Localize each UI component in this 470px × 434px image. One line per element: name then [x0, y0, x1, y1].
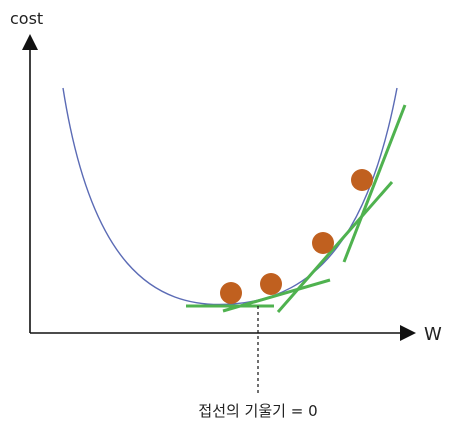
x-axis-label: W	[424, 324, 442, 345]
point-4	[351, 169, 373, 191]
slope-zero-annotation: 접선의 기울기 = 0	[198, 402, 317, 420]
y-axis-label: cost	[10, 9, 43, 28]
tangent-line-2	[222, 278, 331, 313]
point-3	[312, 232, 334, 254]
point-1	[220, 282, 242, 304]
cost-curve	[62, 87, 398, 306]
tangent-line-4	[342, 104, 407, 263]
point-2	[260, 273, 282, 295]
tangent-line-3	[276, 181, 394, 313]
